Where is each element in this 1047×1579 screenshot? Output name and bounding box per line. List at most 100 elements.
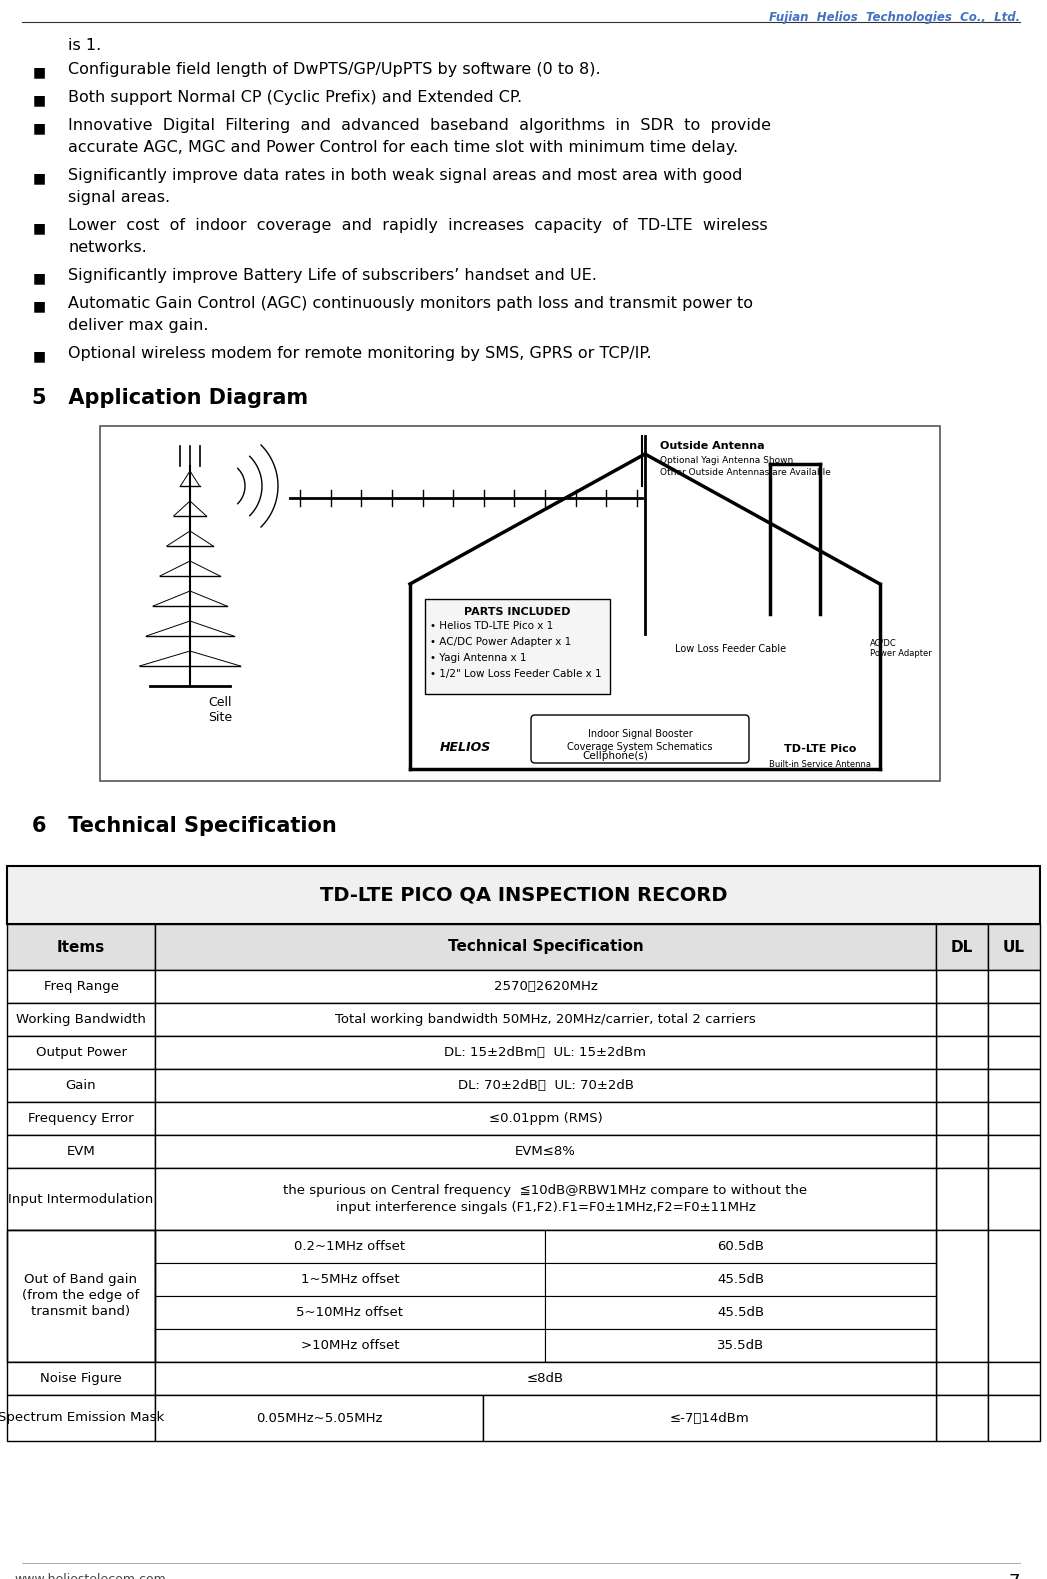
Text: Technical Specification: Technical Specification [448,940,643,954]
Text: accurate AGC, MGC and Power Control for each time slot with minimum time delay.: accurate AGC, MGC and Power Control for … [68,141,738,155]
Bar [988,1363,1040,1394]
Text: Indoor Signal Booster
Coverage System Schematics: Indoor Signal Booster Coverage System Sc… [567,729,713,752]
Bar [155,1003,936,1036]
Bar [936,1069,988,1102]
Text: ■: ■ [34,221,46,235]
Text: Noise Figure: Noise Figure [40,1372,121,1385]
Bar [7,1230,155,1363]
Bar [7,1135,155,1168]
Text: ≤8dB: ≤8dB [527,1372,564,1385]
Text: Spectrum Emission Mask: Spectrum Emission Mask [0,1412,164,1424]
Text: DL: DL [951,940,973,954]
Text: 45.5dB: 45.5dB [717,1273,764,1285]
Bar [155,1036,936,1069]
Text: Cell: Cell [208,696,231,709]
Text: Both support Normal CP (Cyclic Prefix) and Extended CP.: Both support Normal CP (Cyclic Prefix) a… [68,90,522,104]
Text: • AC/DC Power Adapter x 1: • AC/DC Power Adapter x 1 [430,636,572,647]
Text: Out of Band gain
(from the edge of
transmit band): Out of Band gain (from the edge of trans… [22,1274,139,1318]
Bar [936,1135,988,1168]
Text: Fujian  Helios  Technologies  Co.,  Ltd.: Fujian Helios Technologies Co., Ltd. [768,11,1020,24]
Bar [545,1296,936,1330]
Text: Freq Range: Freq Range [44,981,118,993]
Text: 1~5MHz offset: 1~5MHz offset [300,1273,399,1285]
Bar [155,1296,545,1330]
Bar [7,1394,155,1442]
Text: 0.2~1MHz offset: 0.2~1MHz offset [294,1240,405,1254]
Text: signal areas.: signal areas. [68,189,170,205]
Bar [155,924,936,970]
Bar [936,1003,988,1036]
Bar [155,1263,545,1296]
Bar [988,1102,1040,1135]
Bar [988,1394,1040,1442]
Text: Optional wireless modem for remote monitoring by SMS, GPRS or TCP/IP.: Optional wireless modem for remote monit… [68,346,651,362]
Text: Gain: Gain [66,1078,96,1093]
Text: Other Outside Antennas are Available: Other Outside Antennas are Available [660,467,831,477]
Bar [988,1003,1040,1036]
Text: Outside Antenna: Outside Antenna [660,441,764,452]
Text: TD-LTE PICO QA INSPECTION RECORD: TD-LTE PICO QA INSPECTION RECORD [319,886,728,905]
Bar [936,1363,988,1394]
Bar [101,426,940,782]
Bar [155,1394,483,1442]
Bar [155,1230,545,1263]
Text: ■: ■ [34,122,46,134]
Bar [155,1168,936,1230]
Bar [483,1394,936,1442]
Text: >10MHz offset: >10MHz offset [300,1339,399,1352]
Text: ≤0.01ppm (RMS): ≤0.01ppm (RMS) [489,1112,602,1124]
Bar [988,1230,1040,1363]
Text: Output Power: Output Power [36,1045,127,1060]
Text: 60.5dB: 60.5dB [717,1240,764,1254]
Text: 2570～2620MHz: 2570～2620MHz [493,981,598,993]
Bar [988,1069,1040,1102]
Text: is 1.: is 1. [68,38,102,54]
Bar [7,1363,155,1394]
Bar [7,1230,155,1363]
Text: • Helios TD-LTE Pico x 1: • Helios TD-LTE Pico x 1 [430,621,553,632]
Text: Built-in Service Antenna: Built-in Service Antenna [768,759,871,769]
Text: HELIOS: HELIOS [440,741,491,755]
Bar [7,1069,155,1102]
Text: EVM≤8%: EVM≤8% [515,1145,576,1157]
Bar [988,924,1040,970]
Bar [936,1102,988,1135]
Text: UL: UL [1003,940,1025,954]
Text: Lower  cost  of  indoor  coverage  and  rapidly  increases  capacity  of  TD-LTE: Lower cost of indoor coverage and rapidl… [68,218,767,234]
Text: networks.: networks. [68,240,147,254]
Text: Cellphone(s): Cellphone(s) [582,752,648,761]
Text: DL: 15±2dBm；  UL: 15±2dBm: DL: 15±2dBm； UL: 15±2dBm [445,1045,646,1060]
Text: Optional Yagi Antenna Shown: Optional Yagi Antenna Shown [660,456,794,464]
Text: 5   Application Diagram: 5 Application Diagram [32,388,308,407]
Text: ■: ■ [34,349,46,363]
Bar [7,1036,155,1069]
Bar [155,1102,936,1135]
Text: 6   Technical Specification: 6 Technical Specification [32,816,337,835]
Text: Site: Site [208,711,232,725]
Bar [545,1263,936,1296]
Bar [155,1069,936,1102]
Bar [7,1168,155,1230]
Text: 5~10MHz offset: 5~10MHz offset [296,1306,403,1318]
Bar [545,1330,936,1363]
Bar [425,598,610,695]
Text: Significantly improve data rates in both weak signal areas and most area with go: Significantly improve data rates in both… [68,167,742,183]
Bar [988,970,1040,1003]
Text: the spurious on Central frequency  ≦10dB@RBW1MHz compare to without the
input in: the spurious on Central frequency ≦10dB@… [284,1184,807,1214]
Text: PARTS INCLUDED: PARTS INCLUDED [464,606,571,617]
Text: deliver max gain.: deliver max gain. [68,317,208,333]
Text: Items: Items [57,940,105,954]
Text: Total working bandwidth 50MHz, 20MHz/carrier, total 2 carriers: Total working bandwidth 50MHz, 20MHz/car… [335,1014,756,1026]
Text: Significantly improve Battery Life of subscribers’ handset and UE.: Significantly improve Battery Life of su… [68,268,597,283]
Bar [7,970,155,1003]
Bar [155,1330,545,1363]
Text: ■: ■ [34,272,46,284]
Text: DL: 70±2dB；  UL: 70±2dB: DL: 70±2dB； UL: 70±2dB [458,1078,633,1093]
Text: Automatic Gain Control (AGC) continuously monitors path loss and transmit power : Automatic Gain Control (AGC) continuousl… [68,295,753,311]
Bar [988,1135,1040,1168]
Bar [988,1036,1040,1069]
Text: ≤-7～14dBm: ≤-7～14dBm [670,1412,750,1424]
Text: ■: ■ [34,93,46,107]
Bar [7,865,1040,924]
Bar [7,924,155,970]
